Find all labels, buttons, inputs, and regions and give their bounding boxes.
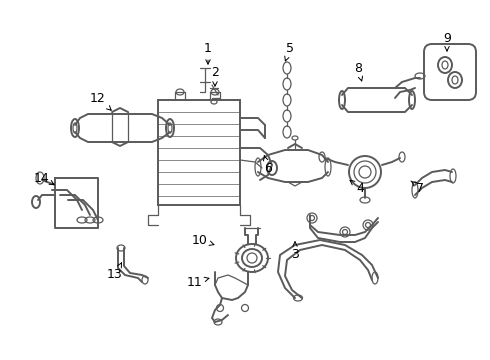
Text: 6: 6 bbox=[264, 156, 272, 175]
Text: 12: 12 bbox=[90, 91, 111, 110]
Text: 11: 11 bbox=[187, 275, 209, 288]
Text: 5: 5 bbox=[285, 41, 294, 61]
Bar bbox=[158, 100, 240, 205]
Text: 1: 1 bbox=[204, 41, 212, 64]
Text: 14: 14 bbox=[34, 171, 54, 184]
Text: 9: 9 bbox=[443, 31, 451, 51]
Text: 13: 13 bbox=[107, 263, 123, 282]
Text: 4: 4 bbox=[350, 180, 364, 194]
Text: 2: 2 bbox=[211, 66, 219, 86]
Text: 8: 8 bbox=[354, 62, 363, 81]
Text: 10: 10 bbox=[192, 234, 214, 247]
Text: 7: 7 bbox=[411, 181, 424, 194]
Text: 3: 3 bbox=[291, 242, 299, 261]
